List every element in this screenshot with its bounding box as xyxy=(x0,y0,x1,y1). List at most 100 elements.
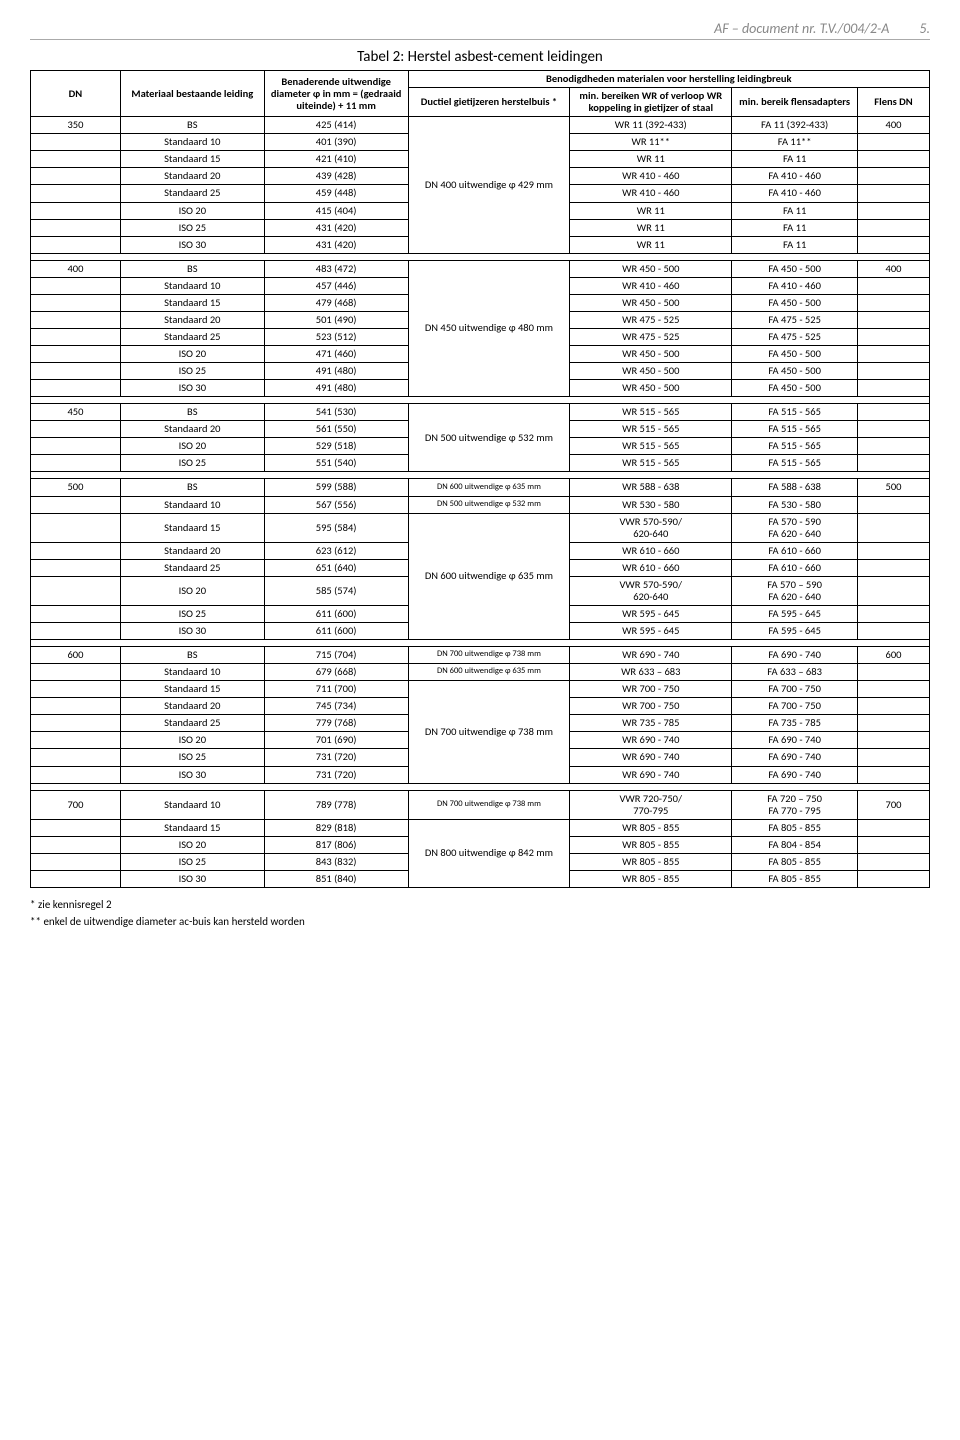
cell-flens-empty xyxy=(858,185,930,202)
cell-wr: WR 11 xyxy=(570,236,732,253)
cell-diameter: 551 (540) xyxy=(264,455,408,472)
cell-flens-empty xyxy=(858,698,930,715)
cell-flens-empty xyxy=(858,151,930,168)
cell-fa: FA 515 - 565 xyxy=(732,421,858,438)
cell-fa: FA 410 - 460 xyxy=(732,185,858,202)
cell-diameter: 651 (640) xyxy=(264,559,408,576)
cell-fa: FA 410 - 460 xyxy=(732,168,858,185)
cell-flens: 700 xyxy=(858,790,930,819)
table-row: 450BS541 (530)DN 500 uitwendige φ 532 mm… xyxy=(31,404,930,421)
cell-fa: FA 690 - 740 xyxy=(732,647,858,664)
cell-dn-empty xyxy=(31,185,121,202)
cell-material: Standaard 15 xyxy=(120,151,264,168)
cell-diameter: 829 (818) xyxy=(264,819,408,836)
cell-flens-empty xyxy=(858,236,930,253)
cell-flens-empty xyxy=(858,311,930,328)
cell-fa: FA 11 xyxy=(732,151,858,168)
cell-fa: FA 595 - 645 xyxy=(732,623,858,640)
cell-diameter: 561 (550) xyxy=(264,421,408,438)
cell-flens-empty xyxy=(858,749,930,766)
cell-dn-empty xyxy=(31,749,121,766)
page-number: 5. xyxy=(919,20,930,37)
cell-flens-empty xyxy=(858,380,930,397)
footnote-2: ** enkel de uitwendige diameter ac-buis … xyxy=(30,915,930,928)
cell-ductiel: DN 450 uitwendige φ 480 mm xyxy=(408,260,570,397)
cell-fa: FA 410 - 460 xyxy=(732,277,858,294)
cell-flens: 400 xyxy=(858,117,930,134)
cell-fa: FA 805 - 855 xyxy=(732,819,858,836)
spacer-row xyxy=(31,472,930,479)
cell-wr: WR 450 - 500 xyxy=(570,346,732,363)
cell-wr: WR 11 xyxy=(570,151,732,168)
cell-fa: FA 450 - 500 xyxy=(732,363,858,380)
cell-dn-empty xyxy=(31,421,121,438)
footnotes: * zie kennisregel 2 ** enkel de uitwendi… xyxy=(30,898,930,928)
cell-dn-empty xyxy=(31,346,121,363)
cell-fa: FA 804 - 854 xyxy=(732,836,858,853)
cell-ductiel: DN 800 uitwendige φ 842 mm xyxy=(408,819,570,887)
cell-diameter: 745 (734) xyxy=(264,698,408,715)
cell-dn-empty xyxy=(31,151,121,168)
cell-dn: 600 xyxy=(31,647,121,664)
cell-dn-empty xyxy=(31,363,121,380)
cell-diameter: 611 (600) xyxy=(264,605,408,622)
cell-material: ISO 30 xyxy=(120,623,264,640)
cell-wr: WR 610 - 660 xyxy=(570,542,732,559)
spacer-row xyxy=(31,783,930,790)
cell-flens-empty xyxy=(858,455,930,472)
cell-dn-empty xyxy=(31,870,121,887)
cell-diameter: 567 (556) xyxy=(264,496,408,513)
cell-material: Standaard 20 xyxy=(120,698,264,715)
cell-material: Standaard 20 xyxy=(120,542,264,559)
cell-diameter: 421 (410) xyxy=(264,151,408,168)
cell-diameter: 731 (720) xyxy=(264,766,408,783)
col-minbereik: min. bereiken WR of verloop WR koppeling… xyxy=(570,88,732,117)
cell-diameter: 425 (414) xyxy=(264,117,408,134)
cell-material: ISO 20 xyxy=(120,836,264,853)
cell-flens xyxy=(858,404,930,421)
cell-fa: FA 11 xyxy=(732,236,858,253)
cell-diameter: 611 (600) xyxy=(264,623,408,640)
cell-fa: FA 515 - 565 xyxy=(732,438,858,455)
cell-diameter: 415 (404) xyxy=(264,202,408,219)
cell-flens-empty xyxy=(858,853,930,870)
cell-flens-empty xyxy=(858,496,930,513)
cell-dn-empty xyxy=(31,559,121,576)
cell-flens-empty xyxy=(858,576,930,605)
cell-fa: FA 570 - 590FA 620 - 640 xyxy=(732,513,858,542)
cell-wr: WR 690 - 740 xyxy=(570,749,732,766)
col-ductiel: Ductiel gietijzeren herstelbuis * xyxy=(408,88,570,117)
cell-wr: WR 11** xyxy=(570,134,732,151)
cell-wr: WR 805 - 855 xyxy=(570,819,732,836)
cell-fa: FA 570 – 590FA 620 - 640 xyxy=(732,576,858,605)
cell-fa: FA 700 - 750 xyxy=(732,698,858,715)
cell-dn-empty xyxy=(31,853,121,870)
cell-material: ISO 20 xyxy=(120,732,264,749)
cell-dn: 450 xyxy=(31,404,121,421)
cell-wr: VWR 570-590/ 620-640 xyxy=(570,513,732,542)
table-row: 700Standaard 10789 (778)DN 700 uitwendig… xyxy=(31,790,930,819)
cell-flens-empty xyxy=(858,836,930,853)
cell-material: ISO 25 xyxy=(120,455,264,472)
cell-material: BS xyxy=(120,404,264,421)
cell-diameter: 715 (704) xyxy=(264,647,408,664)
cell-diameter: 501 (490) xyxy=(264,311,408,328)
cell-diameter: 523 (512) xyxy=(264,328,408,345)
cell-wr: WR 450 - 500 xyxy=(570,294,732,311)
page-header: AF – document nr. T.V./004/2-A 5. xyxy=(30,20,930,40)
cell-diameter: 479 (468) xyxy=(264,294,408,311)
cell-material: Standaard 20 xyxy=(120,168,264,185)
cell-material: ISO 30 xyxy=(120,380,264,397)
table-title: Tabel 2: Herstel asbest-cement leidingen xyxy=(30,48,930,66)
cell-material: Standaard 10 xyxy=(120,790,264,819)
table-row: 600BS715 (704)DN 700 uitwendige φ 738 mm… xyxy=(31,647,930,664)
cell-wr: WR 11 (392-433) xyxy=(570,117,732,134)
cell-wr: WR 11 xyxy=(570,202,732,219)
cell-dn: 700 xyxy=(31,790,121,819)
cell-dn-empty xyxy=(31,496,121,513)
cell-ductiel-special: DN 600 uitwendige φ 635 mm xyxy=(408,664,570,681)
cell-diameter: 471 (460) xyxy=(264,346,408,363)
col-flensad: min. bereik flensadapters xyxy=(732,88,858,117)
table-head: DN Materiaal bestaande leiding Benaderen… xyxy=(31,71,930,117)
cell-diameter: 491 (480) xyxy=(264,363,408,380)
